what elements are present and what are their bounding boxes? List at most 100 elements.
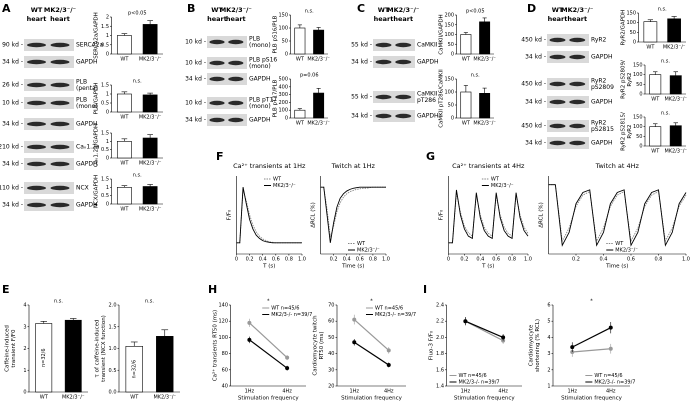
blot-band [209, 100, 225, 106]
blot-marker: 26 kd - [2, 82, 23, 89]
x-axis-label: Stimulation frequency [561, 396, 623, 402]
y-tick-label: 2 [23, 346, 26, 352]
y-tick-label: 50 [448, 103, 454, 109]
y-axis-label: shortening (% RCL) [535, 319, 541, 372]
blot-marker: 34 kd - [2, 161, 23, 168]
y-axis-label: Cardiomyocyte [529, 324, 535, 366]
blot-band [27, 100, 46, 106]
y-tick-label: 100 [626, 20, 636, 26]
bar [116, 187, 132, 205]
blot-band [569, 140, 586, 146]
annotation: p=0.06 [300, 73, 319, 79]
y-axis-label: Caᵥ1.2a/GAPDH [94, 124, 100, 167]
y-tick-label: 1 [106, 185, 109, 191]
point [608, 346, 613, 351]
y-axis-label: ΔRCL (%) [539, 202, 545, 227]
blot-band [395, 59, 412, 65]
y-axis-label: CaMKII/GAPDH [439, 14, 445, 54]
blot-image [207, 36, 247, 48]
trace-line [548, 184, 687, 247]
y-tick-label: 150 [633, 63, 643, 69]
blot-image [547, 51, 589, 63]
blot-image [373, 39, 415, 51]
blot-tissue: heart [226, 15, 246, 23]
panel-label: F [216, 150, 224, 163]
bar [313, 29, 325, 55]
blot-marker: 34 kd - [2, 59, 23, 66]
chart-title: Ca²⁺ transients at 1Hz [233, 162, 306, 170]
x-axis-label: Time (s) [605, 264, 628, 270]
legend-label: MK2/3⁻/⁻ [273, 183, 296, 189]
x-tick-label: MK2/3⁻/⁻ [139, 115, 162, 121]
blot-tissue: heart [548, 15, 568, 23]
blot-band [228, 39, 244, 45]
x-tick-label: 0.6 [492, 257, 500, 263]
blot-label: (penta) [76, 85, 98, 92]
blot-label: pS2815 [591, 126, 614, 133]
y-axis-label: PLB/GAPDH [94, 83, 100, 115]
blot-band [549, 123, 566, 129]
bar [479, 93, 491, 119]
blot-band [375, 94, 392, 100]
blot-marker: 450 kd - [521, 81, 546, 88]
blot-band [50, 42, 70, 48]
point [570, 345, 575, 350]
point [247, 337, 252, 342]
y-tick-label: 50 [328, 335, 334, 341]
n-label: n=32/6 [41, 348, 47, 367]
blot-band [27, 59, 46, 65]
x-tick-label: 1.0 [524, 257, 532, 263]
y-tick-label: 0 [106, 202, 109, 208]
trace-line [448, 189, 529, 244]
y-axis-label: τ of caffeine-induced [95, 320, 101, 378]
y-axis-label: RT50 (ms) [319, 331, 325, 359]
blot-image [24, 118, 74, 130]
blot-marker: 34 kd - [525, 99, 546, 106]
bar [649, 126, 662, 147]
y-tick-label: 60 [328, 319, 334, 325]
x-tick-label: 0.4 [343, 257, 351, 263]
y-tick-label: 1 [106, 139, 109, 145]
blot-marker: 10 kd - [185, 39, 206, 46]
blot-band [50, 100, 70, 106]
point [247, 320, 252, 325]
y-tick-label: 50 [448, 42, 454, 48]
legend-label: MK2/3-/- n=39/7 [594, 380, 635, 386]
x-tick-label: 0.6 [356, 257, 364, 263]
bar [667, 18, 681, 43]
blot-marker: 55 kd - [351, 42, 372, 49]
x-tick-label: WT [296, 57, 305, 63]
x-tick-label: 0.2 [460, 257, 468, 263]
y-axis-label: CaMKII pT286/CaMKII [439, 69, 445, 128]
y-tick-label: 1 [106, 33, 109, 39]
x-tick-label: WT [651, 97, 660, 103]
blot-header: WT [211, 6, 223, 14]
y-tick-label: 40 [222, 384, 228, 390]
x-tick-label: MK2/3⁻/⁻ [307, 121, 330, 127]
x-tick-label: WT [651, 149, 660, 155]
x-tick-label: 1Hz [461, 389, 471, 395]
y-tick-label: 150 [444, 22, 454, 28]
y-tick-label: 80 [222, 351, 228, 357]
y-tick-label: 2 [547, 367, 550, 373]
point [386, 348, 391, 353]
legend-label: MK2/3⁻/⁻ [357, 248, 380, 254]
blot-band [228, 60, 244, 66]
y-tick-label: 60 [222, 367, 228, 373]
x-tick-label: 0.8 [369, 257, 377, 263]
y-axis-label: SERCA2a/GAPDH [94, 12, 100, 59]
y-tick-label: 200 [278, 100, 288, 106]
y-axis-label: transient F/F0 [11, 329, 17, 368]
blot-label: RyR2 [591, 37, 607, 44]
blot-band [395, 94, 412, 100]
y-axis-label: PLB pT17/PLB [273, 79, 279, 117]
blot-image [24, 158, 74, 170]
blot-image [24, 56, 74, 68]
y-tick-label: 0 [639, 144, 642, 150]
blot-band [27, 161, 46, 167]
series-line [465, 320, 504, 338]
blot-marker: 34 kd - [2, 121, 23, 128]
y-tick-label: 100 [444, 32, 454, 38]
panel-label: D [527, 2, 536, 15]
blot-label: CaMKII [417, 90, 438, 97]
